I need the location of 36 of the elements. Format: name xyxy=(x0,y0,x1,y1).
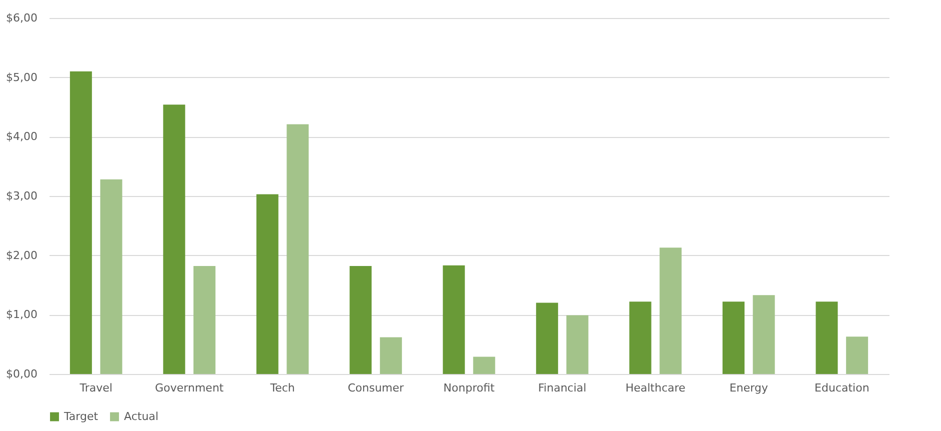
y-tick-label: $1,00 xyxy=(6,308,38,322)
x-tick-label: Travel xyxy=(78,382,112,394)
x-tick-label: Energy xyxy=(729,382,768,394)
x-tick-label: Nonprofit xyxy=(443,382,496,394)
bar xyxy=(442,265,465,374)
x-tick-label: Government xyxy=(155,382,224,394)
bar xyxy=(473,356,496,374)
y-tick-label: $2,00 xyxy=(6,248,38,262)
x-tick-label: Financial xyxy=(538,382,586,394)
bar xyxy=(380,337,402,374)
bar xyxy=(752,295,775,374)
x-tick-label: Healthcare xyxy=(625,382,686,394)
bar xyxy=(193,266,216,374)
bar xyxy=(846,336,868,374)
bar xyxy=(566,315,588,374)
y-tick-label: $0,00 xyxy=(6,368,38,380)
bar xyxy=(70,71,92,374)
x-tick-label: Education xyxy=(814,382,870,394)
y-tick-label: $3,00 xyxy=(6,190,38,202)
bar xyxy=(660,248,682,374)
bar xyxy=(100,179,122,374)
y-tick-label: $5,00 xyxy=(6,70,38,84)
legend-label: Target xyxy=(63,410,99,423)
x-tick-label: Consumer xyxy=(348,382,404,394)
bar xyxy=(286,124,309,374)
y-tick-label: $6,00 xyxy=(6,12,38,24)
bar xyxy=(816,302,838,374)
bar xyxy=(350,266,372,374)
y-tick-label: $4,00 xyxy=(6,130,38,144)
legend-label: Actual xyxy=(124,410,158,423)
bar xyxy=(163,104,186,374)
bar xyxy=(256,194,278,374)
bar xyxy=(536,302,558,374)
bar xyxy=(722,302,745,374)
x-tick-label: Tech xyxy=(269,382,295,394)
bar xyxy=(629,302,652,374)
